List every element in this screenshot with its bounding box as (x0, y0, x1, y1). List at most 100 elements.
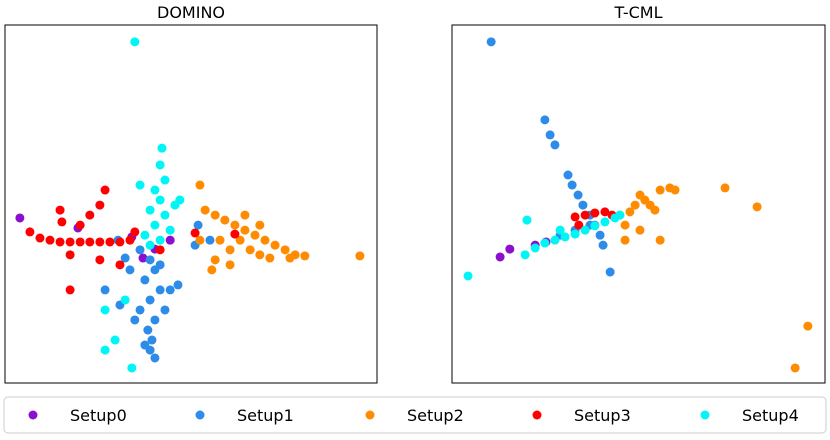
point (145, 295, 155, 305)
point (560, 232, 570, 242)
point (620, 235, 630, 245)
point (155, 285, 165, 295)
point (205, 235, 215, 245)
point (45, 235, 55, 245)
point (598, 240, 608, 250)
point (165, 225, 175, 235)
legend-marker (700, 410, 710, 420)
point (270, 240, 280, 250)
point (100, 345, 110, 355)
point (505, 244, 515, 254)
point (155, 160, 165, 170)
point (550, 235, 560, 245)
legend-marker (28, 410, 38, 420)
point (115, 237, 125, 247)
point (127, 363, 137, 373)
point (143, 325, 153, 335)
point (720, 183, 730, 193)
point (160, 175, 170, 185)
point (790, 363, 800, 373)
point (590, 208, 600, 218)
point (140, 230, 150, 240)
point (155, 260, 165, 270)
point (157, 143, 167, 153)
point (150, 185, 160, 195)
point (230, 229, 240, 239)
point (580, 225, 590, 235)
point (605, 267, 615, 277)
point (260, 235, 270, 245)
point (65, 237, 75, 247)
point (145, 255, 155, 265)
point (175, 195, 185, 205)
point (600, 217, 610, 227)
point (165, 235, 175, 245)
point (195, 235, 205, 245)
point (165, 285, 175, 295)
point (265, 253, 275, 263)
point (65, 250, 75, 260)
legend-marker (365, 410, 375, 420)
point (255, 250, 265, 260)
point (95, 255, 105, 265)
point (245, 245, 255, 255)
point (35, 233, 45, 243)
point (150, 315, 160, 325)
point (57, 217, 67, 227)
point (155, 245, 165, 255)
point (595, 230, 605, 240)
point (495, 252, 505, 262)
point (138, 253, 148, 263)
point (645, 200, 655, 210)
point (135, 245, 145, 255)
axes-frame (451, 24, 826, 384)
point (545, 130, 555, 140)
point (220, 215, 230, 225)
point (573, 190, 583, 200)
point (135, 305, 145, 315)
point (280, 245, 290, 255)
legend-label: Setup4 (742, 406, 799, 425)
point (145, 240, 155, 250)
point (225, 245, 235, 255)
point (300, 251, 310, 261)
chart-title: T-CML (614, 3, 663, 22)
point (615, 210, 625, 220)
point (620, 220, 630, 230)
point (235, 235, 245, 245)
point (567, 180, 577, 190)
point (85, 210, 95, 220)
point (255, 220, 265, 230)
point (563, 170, 573, 180)
point (635, 190, 645, 200)
point (100, 305, 110, 315)
point (150, 220, 160, 230)
point (250, 230, 260, 240)
point (570, 229, 580, 239)
point (125, 235, 135, 245)
point (75, 237, 85, 247)
point (15, 213, 25, 223)
point (25, 227, 35, 237)
axes-frame (4, 24, 378, 384)
point (100, 185, 110, 195)
point (520, 250, 530, 260)
point (130, 227, 140, 237)
point (540, 238, 550, 248)
chart-title: DOMINO (157, 3, 225, 22)
point (635, 225, 645, 235)
point (522, 215, 532, 225)
point (140, 275, 150, 285)
legend-label: Setup3 (574, 406, 631, 425)
point (95, 237, 105, 247)
point (655, 235, 665, 245)
point (200, 205, 210, 215)
point (100, 285, 110, 295)
point (530, 243, 540, 253)
point (173, 280, 183, 290)
point (240, 210, 250, 220)
point (625, 207, 635, 217)
legend-marker (532, 410, 542, 420)
plot-area (463, 37, 813, 373)
point (555, 225, 565, 235)
